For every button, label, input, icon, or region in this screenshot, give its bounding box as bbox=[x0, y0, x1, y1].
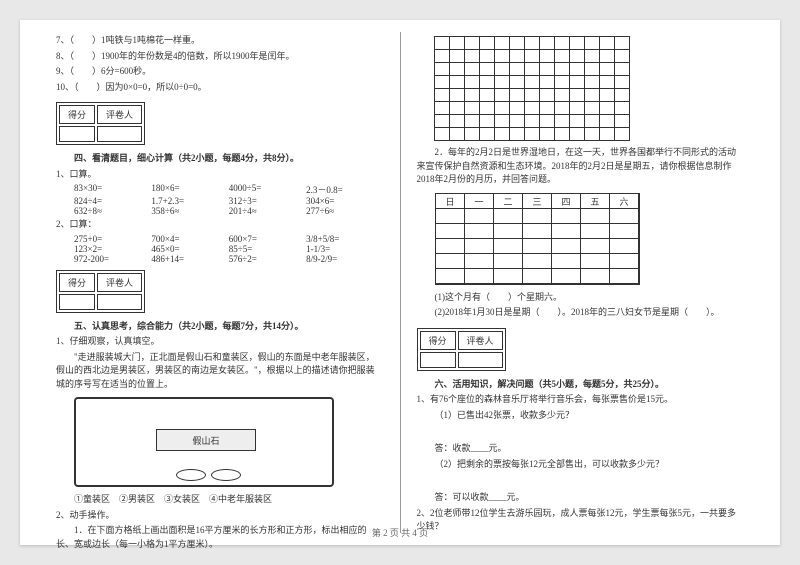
calc-row: 275+0=700×4=600×7=3/8+5/8= bbox=[56, 234, 384, 244]
square-grid bbox=[435, 36, 630, 140]
sub-5-1-text: "走进服装城大门，正北面是假山石和童装区，假山的东面是中老年服装区，假山的西北边… bbox=[56, 351, 384, 392]
section-6-title: 六、活用知识，解决问题（共5小题，每题5分，共25分）。 bbox=[435, 379, 665, 389]
question-10: 10、（ ）因为0×0=0，所以0÷0=0。 bbox=[56, 81, 384, 95]
score-box-4: 得分评卷人 bbox=[56, 102, 145, 145]
question-7: 7、（ ）1吨铁与1吨棉花一样重。 bbox=[56, 34, 384, 48]
score-box-5: 得分评卷人 bbox=[56, 270, 145, 313]
score-box-6: 得分评卷人 bbox=[417, 328, 506, 371]
page-footer: 第 2 页 共 4 页 bbox=[20, 526, 780, 539]
answer-2: 答：可以收款____元。 bbox=[417, 491, 745, 505]
section-4-title: 四、看清题目，细心计算（共2小题，每题4分，共8分）。 bbox=[74, 153, 299, 163]
right-column: 2．每年的2月2日是世界湿地日，在这一天，世界各国都举行不同形式的活动来宣传保护… bbox=[405, 32, 757, 533]
legend: ①童装区 ②男装区 ③女装区 ④中老年服装区 bbox=[56, 493, 384, 507]
question-8: 8、（ ）1900年的年份数是4的倍数，所以1900年是闰年。 bbox=[56, 50, 384, 64]
left-column: 7、（ ）1吨铁与1吨棉花一样重。 8、（ ）1900年的年份数是4的倍数，所以… bbox=[44, 32, 396, 533]
oval-icon bbox=[211, 469, 241, 481]
sub-5-2: 2、动手操作。 bbox=[56, 509, 384, 523]
column-divider bbox=[400, 32, 401, 533]
q6-1-1: （1）已售出42张票，收款多少元？ bbox=[417, 409, 745, 423]
sub-5-2-2: 2．每年的2月2日是世界湿地日，在这一天，世界各国都举行不同形式的活动来宣传保护… bbox=[417, 146, 745, 187]
calc-row: 632÷8≈358÷6≈201÷4≈277÷6≈ bbox=[56, 206, 384, 216]
calc-row: 972-200=486+14=576÷2=8/9-2/9= bbox=[56, 254, 384, 264]
cal-q2: (2)2018年1月30日是星期（ ）。2018年的三八妇女节是星期（ ）。 bbox=[417, 306, 745, 320]
question-9: 9、（ ）6分=600秒。 bbox=[56, 65, 384, 79]
calendar-grid: 日一二三四五六 bbox=[435, 193, 640, 285]
calc-row: 824÷4=1.7+2.3=312÷3=304×6= bbox=[56, 196, 384, 206]
page: 7、（ ）1吨铁与1吨棉花一样重。 8、（ ）1900年的年份数是4的倍数，所以… bbox=[20, 20, 780, 545]
score-header: 得分 bbox=[59, 105, 95, 124]
sub-4-2: 2、口算： bbox=[56, 218, 384, 232]
grader-header: 评卷人 bbox=[97, 105, 142, 124]
q6-1: 1、有76个座位的森林音乐厅将举行音乐会，每张票售价是15元。 bbox=[417, 393, 745, 407]
clothing-map-diagram: 假山石 bbox=[74, 397, 334, 487]
calc-row: 123×2=465×0=85÷5=1-1/3= bbox=[56, 244, 384, 254]
q6-1-2: （2）把剩余的票按每张12元全部售出，可以收款多少元？ bbox=[417, 458, 745, 472]
cal-q1: (1)这个月有（ ）个星期六。 bbox=[417, 291, 745, 305]
section-5-title: 五、认真思考，综合能力（共2小题，每题7分，共14分）。 bbox=[74, 321, 304, 331]
calc-row: 83×30=180×6=4000÷5=2.3－0.8= bbox=[56, 183, 384, 196]
sub-4-1: 1、口算。 bbox=[56, 168, 384, 182]
sub-5-1: 1、仔细观察，认真填空。 bbox=[56, 335, 384, 349]
answer-1: 答：收款____元。 bbox=[417, 442, 745, 456]
rock-label: 假山石 bbox=[156, 429, 256, 451]
oval-icon bbox=[176, 469, 206, 481]
